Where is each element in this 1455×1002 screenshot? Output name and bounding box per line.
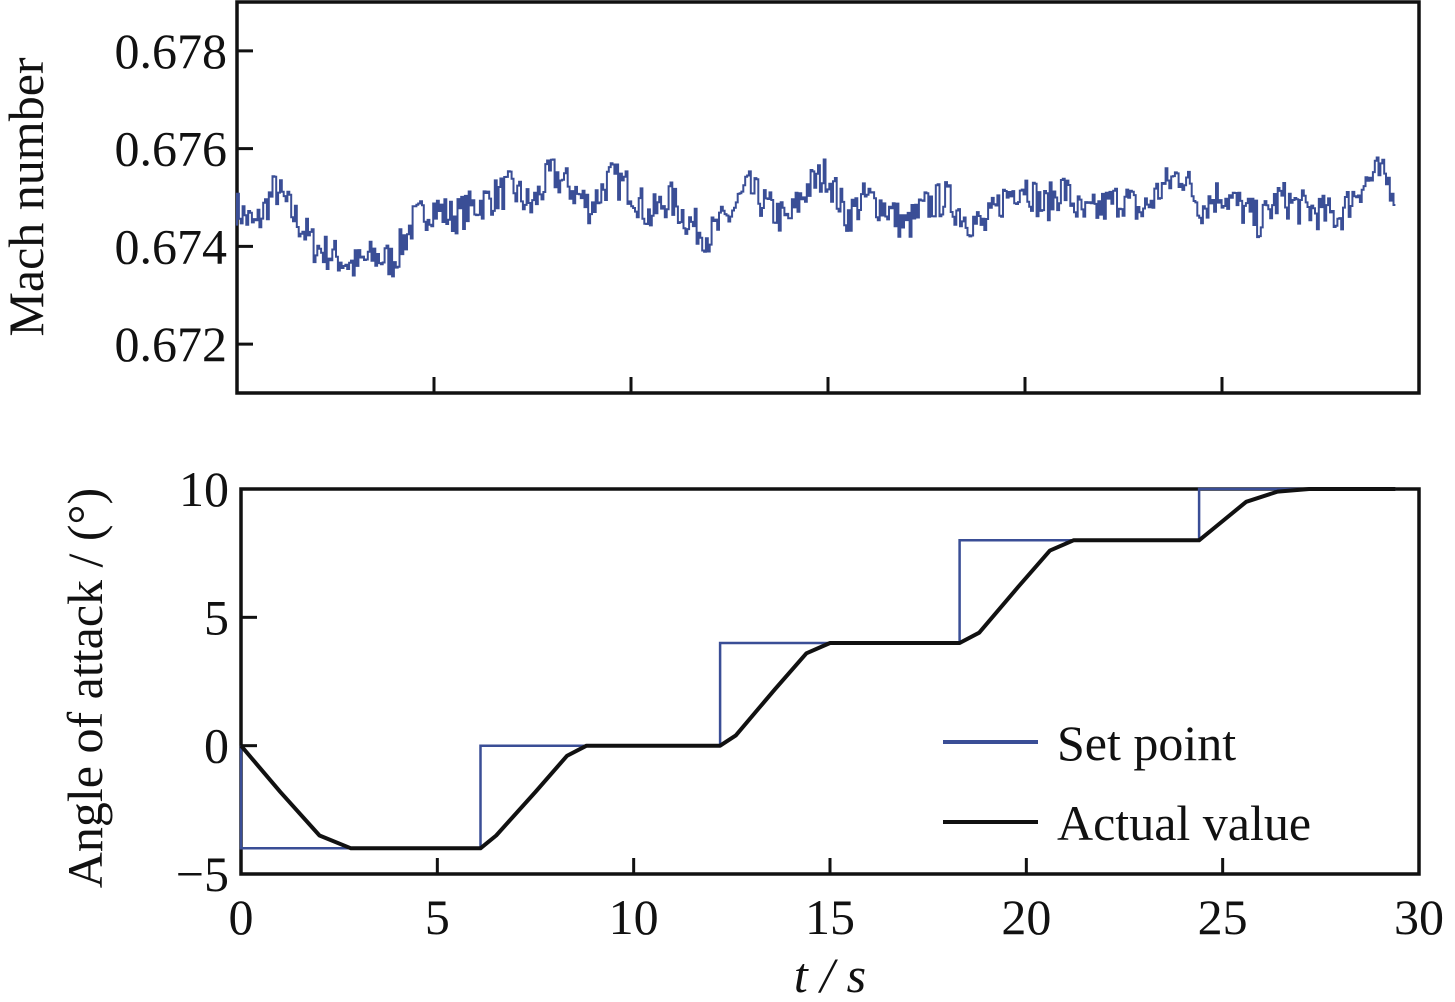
mach-y-axis-label: Mach number — [0, 57, 54, 336]
mach-x-ticks — [432, 377, 1224, 393]
aoa-y-tick-label: 10 — [179, 461, 229, 517]
mach-y-tick-label: 0.674 — [115, 218, 228, 274]
mach-y-ticks: 0.672 0.674 0.676 0.678 — [115, 23, 253, 372]
aoa-x-ticks: 0 5 10 15 20 25 30 — [229, 858, 1444, 945]
mach-plot-frame — [235, 0, 1421, 395]
mach-y-tick-label: 0.672 — [115, 316, 228, 372]
legend: Set point Actual value — [943, 715, 1311, 851]
aoa-y-axis-label: Angle of attack / (°) — [57, 488, 113, 888]
aoa-x-tick-label: 10 — [609, 889, 659, 945]
mach-number-line — [236, 156, 1396, 278]
aoa-x-tick-label: 25 — [1198, 889, 1248, 945]
aoa-y-tick-label: 0 — [204, 718, 229, 774]
mach-series-group — [236, 156, 1396, 278]
aoa-x-tick-label: 5 — [425, 889, 450, 945]
aoa-series-group — [239, 487, 1396, 851]
mach-panel: 0.672 0.674 0.676 0.678 Mach number — [0, 0, 1421, 395]
legend-label-set-point: Set point — [1057, 715, 1236, 771]
aoa-y-tick-label: −5 — [176, 846, 229, 902]
aoa-x-axis-label: t / s — [794, 947, 866, 1002]
legend-label-actual-value: Actual value — [1057, 795, 1311, 851]
aoa-x-tick-label: 0 — [229, 889, 254, 945]
mach-y-tick-label: 0.678 — [115, 23, 228, 79]
aoa-x-tick-label: 20 — [1001, 889, 1051, 945]
aoa-x-tick-label: 30 — [1394, 889, 1444, 945]
actual-value-line — [239, 487, 1396, 851]
aoa-y-ticks: −5 0 5 10 — [176, 461, 257, 902]
aoa-y-tick-label: 5 — [204, 589, 229, 645]
mach-y-tick-label: 0.676 — [115, 121, 228, 177]
aoa-x-tick-label: 15 — [805, 889, 855, 945]
